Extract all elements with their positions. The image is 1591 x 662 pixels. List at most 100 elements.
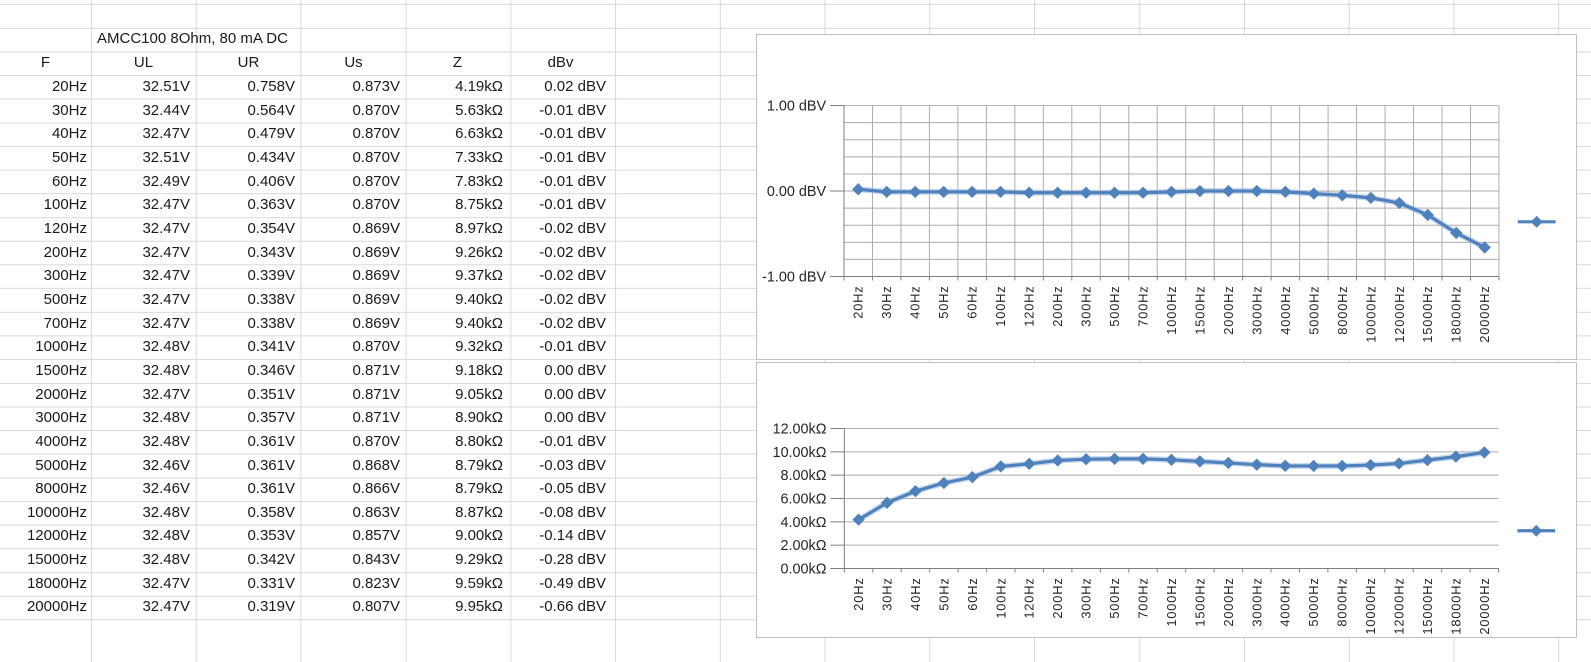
impedance-chart[interactable]: 12.00kΩ 10.00kΩ 8.00kΩ 6.00kΩ 4.00kΩ 2.00kΩ 0.…	[756, 362, 1577, 638]
table-cell[interactable]: 0.564V	[247, 101, 295, 119]
table-cell[interactable]: 0.869V	[352, 290, 400, 308]
table-cell[interactable]: 9.18kΩ	[455, 361, 503, 379]
table-cell[interactable]: -0.01 dBV	[539, 196, 606, 214]
table-cell[interactable]: 0.870V	[352, 432, 400, 450]
table-cell[interactable]: 32.48V	[142, 527, 190, 545]
table-cell[interactable]: -0.02 dBV	[539, 267, 606, 285]
table-cell[interactable]: 32.47V	[142, 196, 190, 214]
table-cell[interactable]: 8.90kΩ	[455, 409, 503, 427]
table-cell[interactable]: -0.01 dBV	[539, 338, 606, 356]
table-cell[interactable]: 8.79kΩ	[455, 456, 503, 474]
column-header-ur[interactable]: UR	[237, 54, 260, 71]
table-cell[interactable]: 0.863V	[352, 503, 400, 521]
table-cell[interactable]: 8.87kΩ	[455, 503, 503, 521]
table-cell[interactable]: 0.361V	[247, 480, 295, 498]
table-cell[interactable]: 0.343V	[247, 243, 295, 261]
table-cell[interactable]: -0.02 dBV	[539, 219, 606, 237]
table-cell[interactable]: 12000Hz	[26, 527, 87, 545]
column-header-z[interactable]: Z	[452, 54, 463, 71]
table-cell[interactable]: 0.434V	[247, 148, 295, 166]
table-cell[interactable]: 500Hz	[43, 290, 87, 308]
table-cell[interactable]: 0.357V	[247, 409, 295, 427]
table-cell[interactable]: 0.871V	[352, 385, 400, 403]
table-cell[interactable]: 40Hz	[51, 125, 87, 143]
table-cell[interactable]: 8.97kΩ	[455, 219, 503, 237]
table-cell[interactable]: 32.48V	[142, 409, 190, 427]
table-cell[interactable]: 18000Hz	[26, 574, 87, 592]
table-cell[interactable]: 0.873V	[352, 78, 400, 95]
table-cell[interactable]: 0.358V	[247, 503, 295, 521]
table-cell[interactable]: 0.342V	[247, 551, 295, 569]
table-cell[interactable]: 0.870V	[352, 148, 400, 166]
table-cell[interactable]: 100Hz	[43, 196, 87, 214]
table-cell[interactable]: 0.870V	[352, 172, 400, 190]
table-cell[interactable]: 0.479V	[247, 125, 295, 143]
table-cell[interactable]: 32.47V	[142, 574, 190, 592]
table-cell[interactable]: 5.63kΩ	[455, 101, 503, 119]
table-cell[interactable]: 9.29kΩ	[455, 551, 503, 569]
table-cell[interactable]: 0.869V	[352, 314, 400, 332]
table-cell[interactable]: -0.01 dBV	[539, 125, 606, 143]
table-cell[interactable]: 4000Hz	[35, 432, 87, 450]
table-cell[interactable]: 30Hz	[51, 101, 87, 119]
dbv-response-chart[interactable]: 1.00 dBV 0.00 dBV -1.00 dBV 20Hz 30Hz 40Hz 50H…	[756, 34, 1577, 360]
table-cell[interactable]: 32.47V	[142, 290, 190, 308]
table-cell[interactable]: 0.363V	[247, 196, 295, 214]
table-cell[interactable]: 4.19kΩ	[455, 78, 503, 95]
table-cell[interactable]: 32.47V	[142, 598, 190, 616]
table-cell[interactable]: 0.871V	[352, 409, 400, 427]
table-cell[interactable]: 0.353V	[247, 527, 295, 545]
table-cell[interactable]: 0.339V	[247, 267, 295, 285]
table-cell[interactable]: -0.14 dBV	[539, 527, 606, 545]
table-cell[interactable]: -0.01 dBV	[539, 148, 606, 166]
table-cell[interactable]: 3000Hz	[35, 409, 87, 427]
table-cell[interactable]: -0.66 dBV	[539, 598, 606, 616]
table-cell[interactable]: 8.75kΩ	[455, 196, 503, 214]
table-cell[interactable]: 0.00 dBV	[544, 361, 606, 379]
column-header-ul[interactable]: UL	[133, 54, 154, 71]
table-cell[interactable]: 50Hz	[51, 148, 87, 166]
table-cell[interactable]: 9.37kΩ	[455, 267, 503, 285]
table-cell[interactable]: 9.40kΩ	[455, 314, 503, 332]
table-cell[interactable]: 15000Hz	[26, 551, 87, 569]
table-cell[interactable]: 0.02 dBV	[544, 78, 606, 95]
table-cell[interactable]: 0.843V	[352, 551, 400, 569]
table-cell[interactable]: -0.05 dBV	[539, 480, 606, 498]
table-cell[interactable]: 32.48V	[142, 503, 190, 521]
table-cell[interactable]: 0.338V	[247, 290, 295, 308]
table-cell[interactable]: 0.870V	[352, 196, 400, 214]
table-cell[interactable]: 32.46V	[142, 480, 190, 498]
table-cell[interactable]: -0.01 dBV	[539, 101, 606, 119]
table-cell[interactable]: 0.331V	[247, 574, 295, 592]
table-cell[interactable]: 0.406V	[247, 172, 295, 190]
table-cell[interactable]: 0.869V	[352, 219, 400, 237]
table-cell[interactable]: 32.51V	[142, 148, 190, 166]
table-cell[interactable]: 9.00kΩ	[455, 527, 503, 545]
table-cell[interactable]: 7.83kΩ	[455, 172, 503, 190]
table-cell[interactable]: 9.59kΩ	[455, 574, 503, 592]
table-cell[interactable]: 8.79kΩ	[455, 480, 503, 498]
table-cell[interactable]: 32.47V	[142, 243, 190, 261]
table-cell[interactable]: -0.49 dBV	[539, 574, 606, 592]
table-cell[interactable]: 0.351V	[247, 385, 295, 403]
table-cell[interactable]: 7.33kΩ	[455, 148, 503, 166]
table-cell[interactable]: 0.871V	[352, 361, 400, 379]
table-cell[interactable]: 0.823V	[352, 574, 400, 592]
table-cell[interactable]: 0.857V	[352, 527, 400, 545]
table-cell[interactable]: -0.02 dBV	[539, 314, 606, 332]
table-cell[interactable]: 0.869V	[352, 243, 400, 261]
table-cell[interactable]: 32.47V	[142, 385, 190, 403]
table-cell[interactable]: 32.49V	[142, 172, 190, 190]
table-cell[interactable]: 0.346V	[247, 361, 295, 379]
table-cell[interactable]: -0.01 dBV	[539, 172, 606, 190]
table-cell[interactable]: 0.354V	[247, 219, 295, 237]
table-cell[interactable]: 2000Hz	[35, 385, 87, 403]
table-cell[interactable]: 700Hz	[43, 314, 87, 332]
table-cell[interactable]: -0.02 dBV	[539, 243, 606, 261]
table-cell[interactable]: 0.00 dBV	[544, 385, 606, 403]
table-cell[interactable]: -0.01 dBV	[539, 432, 606, 450]
table-cell[interactable]: 9.40kΩ	[455, 290, 503, 308]
table-cell[interactable]: 32.47V	[142, 314, 190, 332]
table-cell[interactable]: 10000Hz	[26, 503, 87, 521]
sheet-title-cell[interactable]: AMCC100 8Ohm, 80 mA DC	[97, 30, 288, 47]
